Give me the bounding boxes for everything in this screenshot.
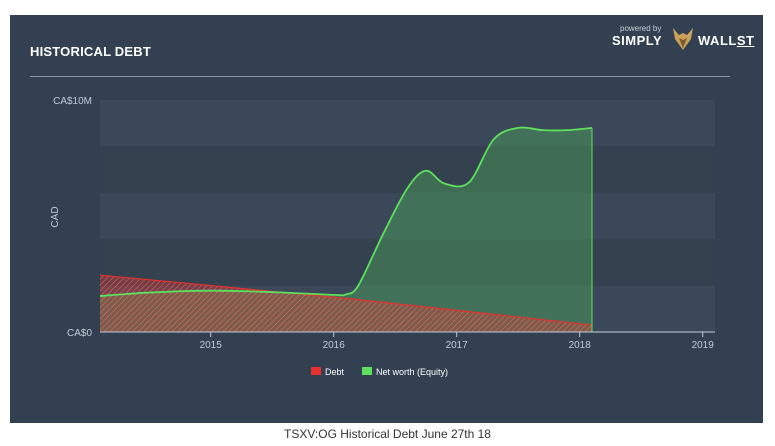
legend-label: Net worth (Equity) [376, 367, 448, 377]
grid-band [100, 146, 715, 193]
legend-swatch [311, 367, 321, 375]
title-divider [30, 76, 730, 77]
grid-band [100, 192, 715, 240]
brand-simply: SIMPLY [612, 33, 663, 48]
legend: Debt Net worth (Equity) [311, 367, 448, 377]
y-tick-label: CA$0 [67, 328, 92, 339]
legend-swatch [362, 367, 372, 375]
series-areas [99, 126, 593, 332]
x-tick-label: 2017 [446, 340, 469, 351]
chart-title: HISTORICAL DEBT [30, 44, 151, 59]
brand-logo: powered by SIMPLY WALLST [612, 24, 755, 58]
x-axis: 2015 2016 2017 2018 2019 [100, 331, 715, 351]
equity-line [99, 126, 593, 297]
wolf-icon [673, 28, 693, 50]
equity-area [100, 127, 592, 332]
grid-band [100, 239, 715, 286]
figure-caption: TSXV:OG Historical Debt June 27th 18 [284, 427, 491, 441]
y-axis: CA$0 CA$10M [53, 96, 92, 339]
legend-label: Debt [325, 367, 345, 377]
debt-area [100, 275, 592, 332]
x-tick-label: 2019 [692, 340, 715, 351]
brand-powered-by: powered by [620, 24, 662, 33]
brand-st: ST [736, 33, 755, 48]
debt-line [99, 274, 593, 326]
x-tick-label: 2015 [200, 340, 223, 351]
x-tick-label: 2016 [323, 340, 346, 351]
x-tick-label: 2018 [569, 340, 592, 351]
y-axis-label: CAD [50, 206, 61, 227]
brand-wall: WALL [698, 33, 737, 48]
y-tick-label: CA$10M [53, 96, 92, 107]
grid-band [100, 100, 715, 147]
